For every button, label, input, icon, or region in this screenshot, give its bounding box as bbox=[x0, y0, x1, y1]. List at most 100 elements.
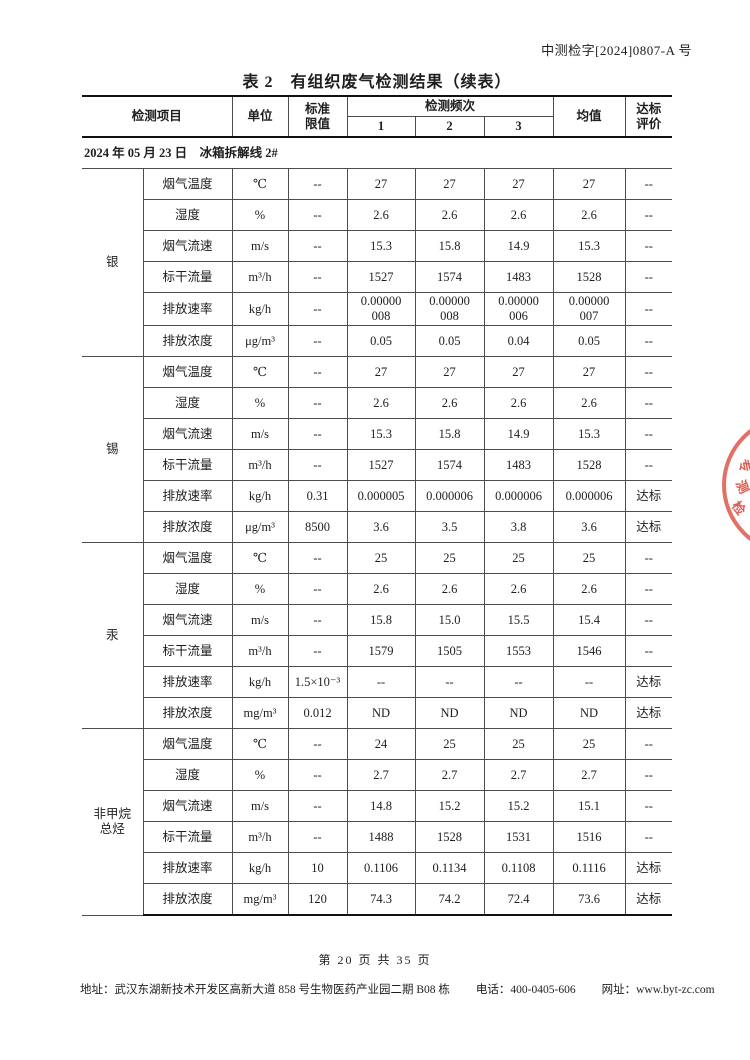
table-row: 排放浓度 μg/m³ -- 0.05 0.05 0.04 0.05 -- bbox=[82, 325, 673, 357]
value-cell: 15.8 bbox=[414, 230, 485, 262]
param-cell: 烟气流速 bbox=[142, 230, 233, 262]
value-cell: 24 bbox=[346, 728, 416, 760]
table-row: 湿度 % -- 2.6 2.6 2.6 2.6 -- bbox=[82, 573, 673, 605]
value-cell: 0.000006 bbox=[483, 480, 554, 512]
value-cell: 1483 bbox=[483, 449, 554, 481]
value-cell: 25 bbox=[483, 728, 554, 760]
table-row: 标干流量 m³/h -- 1579 1505 1553 1546 -- bbox=[82, 635, 673, 667]
std-cell: -- bbox=[287, 199, 348, 231]
value-cell: 1528 bbox=[414, 821, 485, 853]
mean-cell: ND bbox=[552, 697, 626, 729]
verdict-cell: -- bbox=[624, 821, 673, 853]
mean-cell: 2.6 bbox=[552, 199, 626, 231]
value-cell: 25 bbox=[346, 542, 416, 574]
table-row: 湿度 % -- 2.7 2.7 2.7 2.7 -- bbox=[82, 759, 673, 791]
verdict-cell: -- bbox=[624, 728, 673, 760]
mean-cell: 1516 bbox=[552, 821, 626, 853]
unit-cell: mg/m³ bbox=[231, 697, 289, 729]
unit-cell: kg/h bbox=[231, 666, 289, 698]
verdict-cell: -- bbox=[624, 387, 673, 419]
value-cell: 0.04 bbox=[483, 325, 554, 357]
param-cell: 排放浓度 bbox=[142, 511, 233, 543]
unit-cell: m/s bbox=[231, 790, 289, 822]
table-row: 非甲烷 总烃 烟气温度 ℃ -- 24 25 25 25 -- bbox=[82, 728, 673, 916]
value-cell: 27 bbox=[483, 356, 554, 388]
std-cell: -- bbox=[287, 635, 348, 667]
param-cell: 烟气流速 bbox=[142, 418, 233, 450]
table-row: 烟气流速 m/s -- 15.3 15.8 14.9 15.3 -- bbox=[82, 230, 673, 262]
param-cell: 烟气流速 bbox=[142, 604, 233, 636]
std-cell: -- bbox=[287, 356, 348, 388]
header-item: 检测项目 bbox=[82, 95, 233, 138]
verdict-cell: -- bbox=[624, 292, 673, 326]
table-row: 烟气流速 m/s -- 15.3 15.8 14.9 15.3 -- bbox=[82, 418, 673, 450]
date-line: 2024 年 05 月 23 日 冰箱拆解线 2# bbox=[82, 136, 673, 169]
std-cell: 0.012 bbox=[287, 697, 348, 729]
unit-cell: ℃ bbox=[231, 168, 289, 200]
param-cell: 排放速率 bbox=[142, 666, 233, 698]
unit-cell: % bbox=[231, 573, 289, 605]
footer-website: 网址：www.byt-zc.com bbox=[601, 984, 715, 996]
value-cell: 0.00000 008 bbox=[414, 292, 485, 326]
value-cell: 2.6 bbox=[414, 199, 485, 231]
table-row: 排放速率 kg/h 10 0.1106 0.1134 0.1108 0.1116… bbox=[82, 852, 673, 884]
value-cell: 1574 bbox=[414, 449, 485, 481]
value-cell: 0.1134 bbox=[414, 852, 485, 884]
verdict-cell: 达标 bbox=[624, 883, 673, 916]
std-cell: -- bbox=[287, 821, 348, 853]
param-cell: 湿度 bbox=[142, 759, 233, 791]
table-row: 排放浓度 μg/m³ 8500 3.6 3.5 3.8 3.6 达标 bbox=[82, 511, 673, 543]
table-row: 排放速率 kg/h -- 0.00000 008 0.00000 008 0.0… bbox=[82, 292, 673, 326]
value-cell: 0.05 bbox=[346, 325, 416, 357]
substance-label: 锡 bbox=[82, 356, 144, 543]
value-cell: 0.05 bbox=[414, 325, 485, 357]
table-row: 排放浓度 mg/m³ 120 74.3 74.2 72.4 73.6 达标 bbox=[82, 883, 673, 916]
std-cell: -- bbox=[287, 728, 348, 760]
value-cell: 2.6 bbox=[346, 387, 416, 419]
mean-cell: 25 bbox=[552, 542, 626, 574]
header-standard-limit: 标准 限值 bbox=[287, 95, 348, 138]
substance-label: 非甲烷 总烃 bbox=[82, 728, 144, 916]
value-cell: 27 bbox=[414, 168, 485, 200]
value-cell: 72.4 bbox=[483, 883, 554, 916]
header-unit: 单位 bbox=[231, 95, 289, 138]
std-cell: 8500 bbox=[287, 511, 348, 543]
unit-cell: m/s bbox=[231, 418, 289, 450]
std-cell: 1.5×10⁻³ bbox=[287, 666, 348, 698]
mean-cell: 27 bbox=[552, 356, 626, 388]
verdict-cell: -- bbox=[624, 261, 673, 293]
value-cell: 3.6 bbox=[346, 511, 416, 543]
value-cell: 2.7 bbox=[346, 759, 416, 791]
verdict-cell: 达标 bbox=[624, 511, 673, 543]
value-cell: 0.000006 bbox=[414, 480, 485, 512]
table-row: 标干流量 m³/h -- 1488 1528 1531 1516 -- bbox=[82, 821, 673, 853]
table-row: 湿度 % -- 2.6 2.6 2.6 2.6 -- bbox=[82, 387, 673, 419]
verdict-cell: -- bbox=[624, 168, 673, 200]
param-cell: 标干流量 bbox=[142, 821, 233, 853]
mean-cell: 2.6 bbox=[552, 387, 626, 419]
value-cell: 0.000005 bbox=[346, 480, 416, 512]
value-cell: 15.8 bbox=[346, 604, 416, 636]
value-cell: 1488 bbox=[346, 821, 416, 853]
param-cell: 排放浓度 bbox=[142, 883, 233, 916]
verdict-cell: 达标 bbox=[624, 697, 673, 729]
verdict-cell: -- bbox=[624, 542, 673, 574]
value-cell: 15.2 bbox=[483, 790, 554, 822]
footer-phone: 电话：400-0405-606 bbox=[475, 984, 576, 996]
unit-cell: m/s bbox=[231, 230, 289, 262]
mean-cell: 15.3 bbox=[552, 418, 626, 450]
header-mean: 均值 bbox=[552, 95, 626, 138]
std-cell: -- bbox=[287, 573, 348, 605]
header-freq-1: 1 bbox=[346, 116, 416, 138]
param-cell: 烟气温度 bbox=[142, 356, 233, 388]
unit-cell: kg/h bbox=[231, 480, 289, 512]
mean-cell: 1528 bbox=[552, 449, 626, 481]
std-cell: -- bbox=[287, 168, 348, 200]
date-row: 2024 年 05 月 23 日 冰箱拆解线 2# bbox=[82, 136, 673, 169]
verdict-cell: -- bbox=[624, 759, 673, 791]
unit-cell: m³/h bbox=[231, 261, 289, 293]
value-cell: 1553 bbox=[483, 635, 554, 667]
value-cell: ND bbox=[414, 697, 485, 729]
unit-cell: μg/m³ bbox=[231, 325, 289, 357]
